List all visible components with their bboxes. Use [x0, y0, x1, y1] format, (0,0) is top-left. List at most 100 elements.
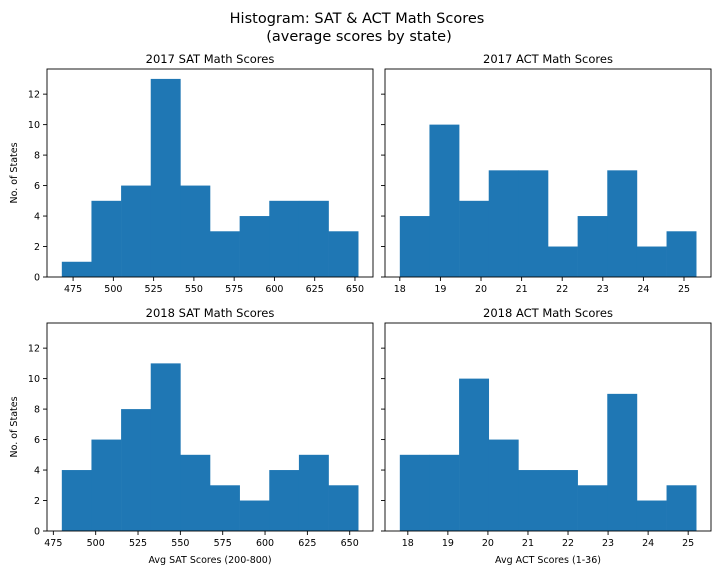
histogram-bar: [459, 200, 490, 277]
histogram-bar: [577, 485, 608, 531]
y-tick-label: 2: [34, 242, 40, 253]
histogram-bar: [399, 216, 430, 277]
subplot-1: 475 500 525 550 575 600 625 650 0 2 4 6 8 10 12 2017 SA…: [9, 52, 374, 295]
histogram-bar: [298, 200, 329, 277]
x-tick-label: 650: [346, 284, 364, 295]
histogram-bar: [328, 231, 359, 277]
x-tick-label: 24: [642, 538, 654, 549]
x-tick-label: 23: [597, 284, 609, 295]
x-tick-label: 24: [637, 284, 649, 295]
histogram-bar: [328, 485, 359, 531]
histogram-bar: [548, 470, 578, 531]
subplot-2: 18 19 20 21 22 23 24 25 2017 ACT Math Scores: [381, 52, 712, 295]
y-tick-label: 10: [28, 374, 40, 385]
histogram-bar: [488, 170, 519, 277]
histogram-bar: [488, 439, 519, 531]
y-tick-label: 0: [34, 527, 40, 538]
histogram-bar: [61, 261, 92, 277]
x-tick-label: 20: [475, 284, 487, 295]
y-tick-label: 8: [34, 151, 40, 162]
histogram-bar: [577, 216, 608, 277]
histogram-bar: [121, 409, 152, 531]
subplot-4: 18 19 20 21 22 23 24 25 2018 ACT Math Scores Avg …: [381, 306, 712, 566]
subplot-title: 2017 SAT Math Scores: [146, 52, 275, 66]
subplot-title: 2018 SAT Math Scores: [146, 306, 275, 320]
x-tick-label: 525: [129, 538, 147, 549]
histogram-bar: [298, 454, 329, 531]
x-tick-label: 21: [522, 538, 534, 549]
y-tick-label: 6: [34, 435, 40, 446]
x-axis-label: Avg SAT Scores (200-800): [148, 555, 271, 566]
x-tick-label: 23: [602, 538, 614, 549]
axes-frame: [46, 68, 374, 278]
x-tick-label: 475: [44, 538, 62, 549]
histogram-bar: [636, 246, 667, 277]
axes-frame: [384, 68, 712, 278]
histogram-bar: [666, 485, 697, 531]
histogram-bar: [210, 231, 240, 277]
histogram-bar: [429, 454, 460, 531]
histogram-bar: [429, 124, 460, 277]
x-tick-label: 575: [214, 538, 232, 549]
histogram-bar: [518, 470, 549, 531]
figure-subtitle: (average scores by state): [266, 29, 452, 45]
x-tick-label: 22: [562, 538, 574, 549]
x-tick-label: 650: [341, 538, 359, 549]
histogram-bar: [459, 378, 490, 531]
x-tick-label: 550: [171, 538, 189, 549]
x-tick-label: 550: [185, 284, 203, 295]
histogram-bar: [150, 78, 181, 278]
subplot-title: 2018 ACT Math Scores: [483, 306, 613, 320]
x-tick-label: 500: [87, 538, 105, 549]
y-tick-label: 4: [34, 466, 40, 477]
x-tick-label: 25: [678, 284, 690, 295]
x-tick-label: 575: [225, 284, 243, 295]
x-tick-label: 25: [682, 538, 694, 549]
y-tick-label: 12: [28, 344, 40, 355]
histogram-bar: [269, 470, 300, 531]
x-tick-label: 18: [394, 284, 406, 295]
histogram-bar: [239, 500, 270, 531]
histogram-bar: [210, 485, 240, 531]
x-tick-label: 600: [256, 538, 274, 549]
histogram-bar: [607, 393, 638, 531]
y-tick-label: 0: [34, 273, 40, 284]
x-tick-label: 600: [265, 284, 283, 295]
x-tick-label: 20: [482, 538, 494, 549]
subplot-3: 475 500 525 550 575 600 625 650 0 2 4 6 8 10 12 2018 SA…: [9, 306, 374, 566]
histogram-bar: [548, 246, 578, 277]
histogram-bar: [150, 363, 181, 531]
histogram-bar: [91, 200, 122, 277]
y-axis-label: No. of States: [9, 142, 20, 203]
x-tick-label: 475: [64, 284, 82, 295]
x-tick-label: 22: [556, 284, 568, 295]
x-tick-label: 19: [434, 284, 446, 295]
y-axis-label: No. of States: [9, 396, 20, 457]
x-tick-label: 525: [145, 284, 163, 295]
y-tick-label: 2: [34, 496, 40, 507]
histogram-bar: [180, 454, 211, 531]
histogram-bar: [518, 170, 549, 277]
axes-frame: [384, 322, 712, 532]
histogram-bar: [269, 200, 300, 277]
y-tick-label: 8: [34, 405, 40, 416]
x-tick-label: 625: [298, 538, 316, 549]
x-axis-label: Avg ACT Scores (1-36): [495, 555, 601, 566]
histogram-bar: [239, 216, 270, 277]
histogram-bar: [399, 454, 430, 531]
histogram-bar: [121, 185, 152, 277]
x-tick-label: 500: [104, 284, 122, 295]
axes-frame: [46, 322, 374, 532]
y-tick-label: 6: [34, 181, 40, 192]
y-tick-label: 10: [28, 120, 40, 131]
histogram-bar: [666, 231, 697, 277]
histogram-bar: [91, 439, 122, 531]
x-tick-label: 18: [402, 538, 414, 549]
x-tick-label: 19: [442, 538, 454, 549]
histogram-bar: [180, 185, 211, 277]
x-tick-label: 21: [516, 284, 528, 295]
figure-title: Histogram: SAT & ACT Math Scores: [230, 11, 485, 27]
y-tick-label: 4: [34, 212, 40, 223]
histogram-bar: [607, 170, 638, 277]
